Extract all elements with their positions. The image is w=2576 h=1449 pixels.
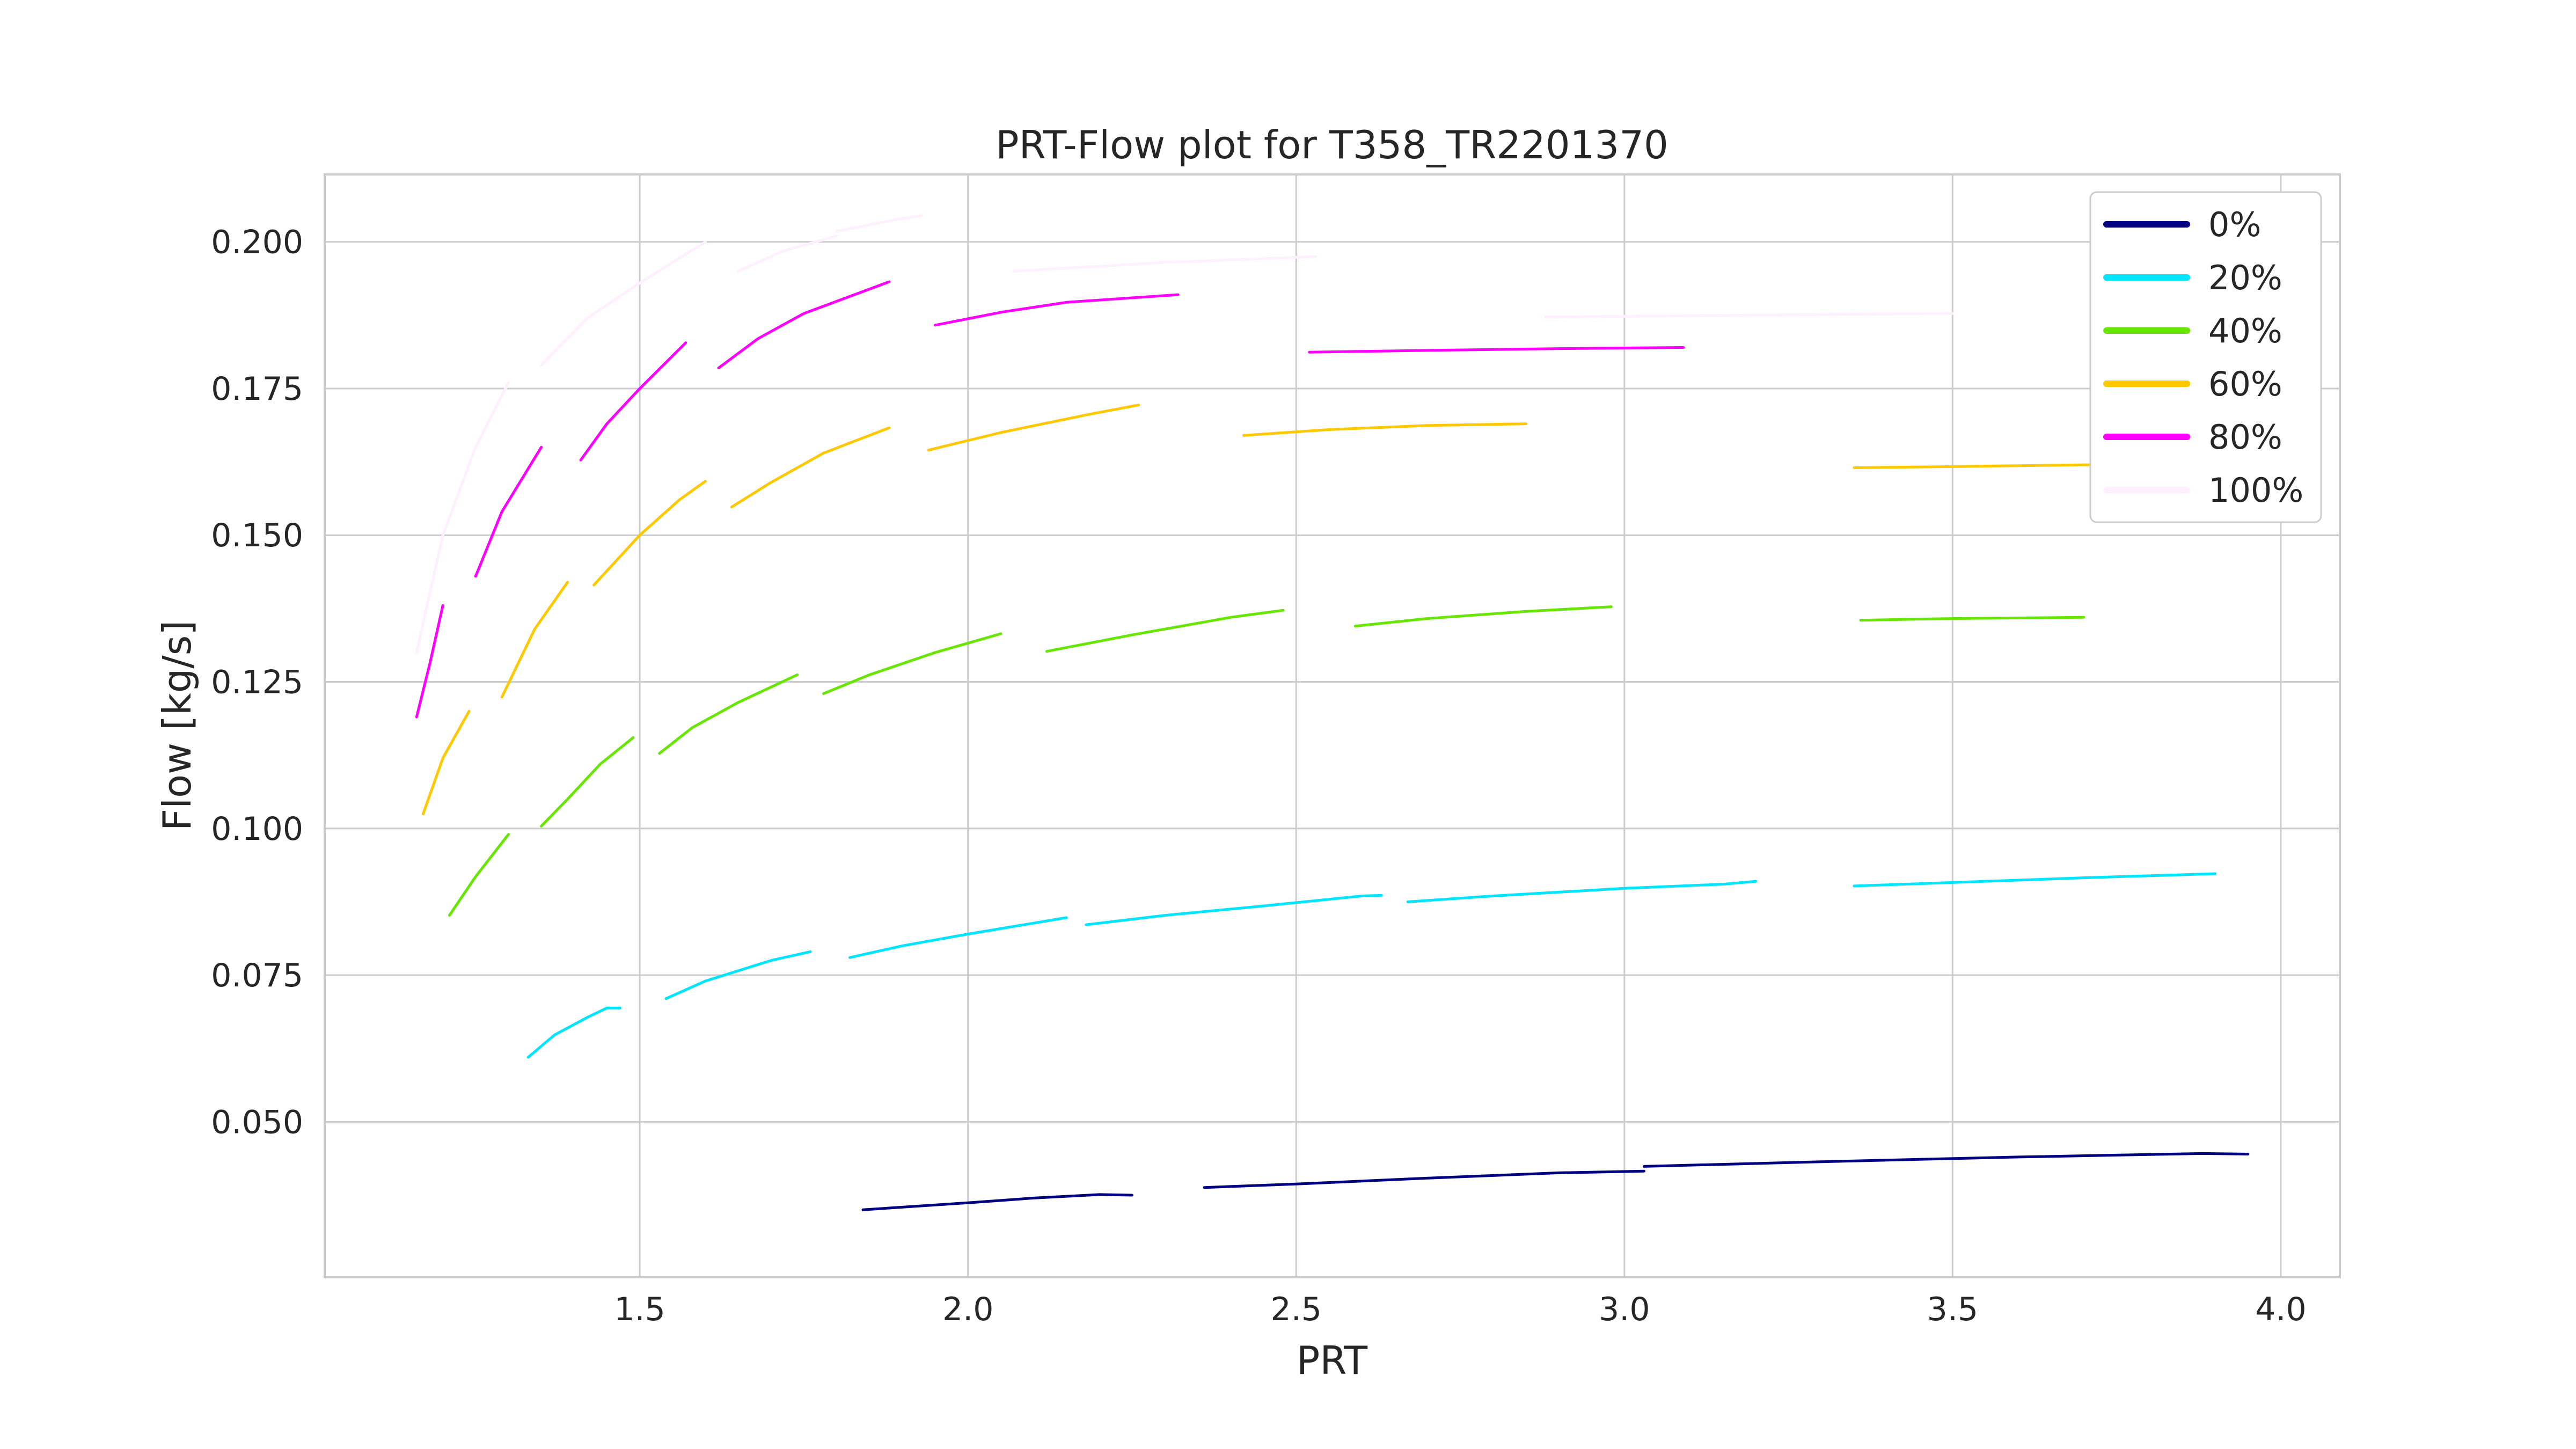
x-tick-label: 2.5 [1271, 1291, 1322, 1328]
series-line-segment [1203, 1169, 1645, 1189]
series-100-pct [415, 214, 1954, 654]
series-line-segment [664, 950, 812, 1000]
series-line-segment [927, 404, 1140, 452]
legend-label: 100% [2208, 471, 2303, 510]
series-line-segment [717, 280, 891, 370]
series-line-segment [934, 293, 1180, 327]
y-tick-label: 0.125 [211, 664, 303, 701]
legend-label: 40% [2208, 311, 2282, 350]
y-tick-label: 0.100 [211, 810, 303, 848]
series-line-segment [1853, 872, 2217, 888]
legend-label: 60% [2208, 364, 2282, 404]
series-20-pct [526, 872, 2217, 1059]
plot-area [325, 174, 2340, 1277]
plot-frame [324, 173, 2341, 1278]
series-line-segment [1242, 422, 1527, 437]
series-line-segment [835, 214, 924, 233]
series-line-segment [1643, 1152, 2250, 1168]
y-axis-label: Flow [kg/s] [155, 620, 200, 831]
y-tick-label: 0.075 [211, 957, 303, 994]
series-line-segment [448, 833, 510, 917]
series-line-segment [848, 916, 1068, 959]
series-line-segment [658, 673, 799, 755]
legend-label: 80% [2208, 418, 2282, 457]
series-line-segment [474, 445, 543, 578]
series-line-segment [540, 736, 635, 828]
series-line-segment [540, 240, 707, 367]
series-line-segment [1544, 312, 1954, 319]
legend: 0% 20% 40% 60% 80% 100% [2089, 191, 2322, 523]
series-line-segment [526, 1006, 621, 1059]
legend-label: 20% [2208, 258, 2282, 297]
series-0-pct [861, 1152, 2250, 1211]
series-line-segment [1045, 609, 1285, 653]
series-line-segment [579, 341, 687, 462]
y-tick-label: 0.175 [211, 370, 303, 408]
series-line-segment [415, 604, 444, 719]
series-line-segment [500, 581, 569, 699]
y-tick-label: 0.150 [211, 517, 303, 554]
series-line-segment [1085, 894, 1383, 926]
y-axis-ticks: 0.050 0.075 0.100 0.125 0.150 0.175 0.200 [211, 224, 303, 1141]
series-line-segment [1859, 616, 2085, 622]
x-axis-label: PRT [1297, 1338, 1368, 1383]
series-line-segment [1308, 346, 1685, 354]
legend-label: 0% [2208, 205, 2261, 244]
series-line-segment [415, 381, 510, 654]
chart-title: PRT-Flow plot for T358_TR2201370 [996, 122, 1668, 167]
series-line-segment [1353, 605, 1613, 628]
series-line-segment [730, 426, 891, 509]
x-tick-label: 4.0 [2255, 1291, 2306, 1328]
series-40-pct [448, 605, 2085, 917]
series-line-segment [1012, 255, 1318, 273]
x-axis-ticks: 1.5 2.0 2.5 3.0 3.5 4.0 [614, 1291, 2306, 1328]
series-line-segment [861, 1193, 1133, 1211]
x-tick-label: 2.0 [942, 1291, 993, 1328]
series-line-segment [737, 235, 838, 273]
x-tick-label: 3.5 [1927, 1291, 1978, 1328]
series-line-segment [1406, 880, 1757, 903]
series-line-segment [822, 632, 1002, 695]
x-tick-label: 3.0 [1599, 1291, 1650, 1328]
series-80-pct [415, 280, 1685, 719]
y-tick-label: 0.200 [211, 224, 303, 261]
series-line-segment [592, 480, 707, 587]
x-tick-label: 1.5 [614, 1291, 665, 1328]
y-tick-label: 0.050 [211, 1103, 303, 1141]
grid [325, 174, 2340, 1277]
series-line-segment [422, 709, 471, 815]
